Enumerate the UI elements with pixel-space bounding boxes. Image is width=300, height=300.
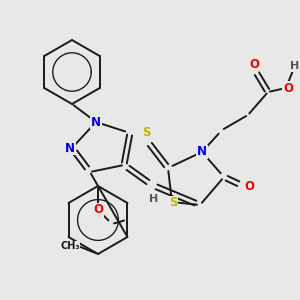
Text: CH₃: CH₃ [60,241,80,251]
Text: H: H [290,61,300,71]
Text: S: S [169,196,177,209]
Text: H: H [149,194,159,204]
Text: N: N [197,146,207,158]
Text: N: N [65,142,75,154]
Text: O: O [249,58,259,70]
Text: N: N [91,116,101,128]
Text: S: S [142,125,150,139]
Text: O: O [93,203,103,217]
Text: O: O [244,181,254,194]
Text: O: O [283,82,293,94]
